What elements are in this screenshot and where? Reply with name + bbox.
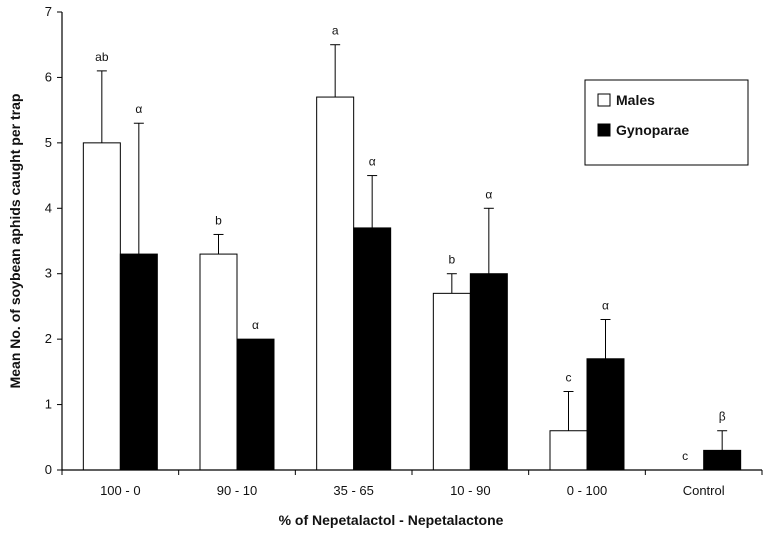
y-axis-ticks: 0 1 2 3 4 5 6 7 xyxy=(45,4,62,477)
bar-gynoparae xyxy=(703,449,742,471)
legend-frame xyxy=(584,79,749,166)
significance-letter: b xyxy=(448,253,455,267)
y-tick-label: 7 xyxy=(45,4,52,19)
bar-males xyxy=(549,430,588,471)
significance-letter: β xyxy=(719,410,726,424)
significance-letter: c xyxy=(682,449,688,463)
y-tick-label: 2 xyxy=(45,331,52,346)
legend-swatch-males xyxy=(597,93,611,107)
bar-males xyxy=(199,253,238,471)
legend: Males Gynoparae xyxy=(584,79,749,166)
significance-letter: α xyxy=(485,187,492,201)
bar-males xyxy=(316,96,355,471)
x-axis-title: % of Nepetalactol - Nepetalactone xyxy=(279,512,504,528)
significance-letter: b xyxy=(215,213,222,227)
y-axis-title: Mean No. of soybean aphids caught per tr… xyxy=(7,94,23,389)
y-tick-label: 1 xyxy=(45,397,52,412)
significance-letter: α xyxy=(135,102,142,116)
bar-gynoparae xyxy=(586,358,625,471)
x-axis-ticks: 100 - 0 90 - 10 35 - 65 10 - 90 0 - 100 Contr… xyxy=(61,470,763,498)
bar-gynoparae xyxy=(469,273,508,471)
x-tick-label: 100 - 0 xyxy=(100,483,140,498)
significance-letter: α xyxy=(369,155,376,169)
y-tick-label: 4 xyxy=(45,200,52,215)
bar-gynoparae xyxy=(236,338,275,471)
legend-swatch-gynoparae xyxy=(597,123,611,137)
bar-gynoparae xyxy=(119,253,158,471)
plot-area: ab α b α a α b α c α c β xyxy=(82,24,742,471)
x-tick-label: 10 - 90 xyxy=(450,483,490,498)
x-tick-label: Control xyxy=(683,483,725,498)
bar-males xyxy=(82,142,121,471)
bar-gynoparae xyxy=(353,227,392,471)
significance-letter: α xyxy=(602,299,609,313)
y-tick-label: 6 xyxy=(45,69,52,84)
x-tick-label: 35 - 65 xyxy=(333,483,373,498)
significance-letter: c xyxy=(566,370,572,384)
significance-letter: a xyxy=(332,24,339,38)
x-tick-label: 0 - 100 xyxy=(567,483,607,498)
x-tick-label: 90 - 10 xyxy=(217,483,257,498)
legend-label-gynoparae: Gynoparae xyxy=(616,122,689,138)
y-tick-label: 3 xyxy=(45,266,52,281)
bar-males xyxy=(432,292,471,471)
y-tick-label: 0 xyxy=(45,462,52,477)
significance-letter: ab xyxy=(95,50,109,64)
significance-letter: α xyxy=(252,318,259,332)
y-tick-label: 5 xyxy=(45,135,52,150)
legend-label-males: Males xyxy=(616,92,655,108)
